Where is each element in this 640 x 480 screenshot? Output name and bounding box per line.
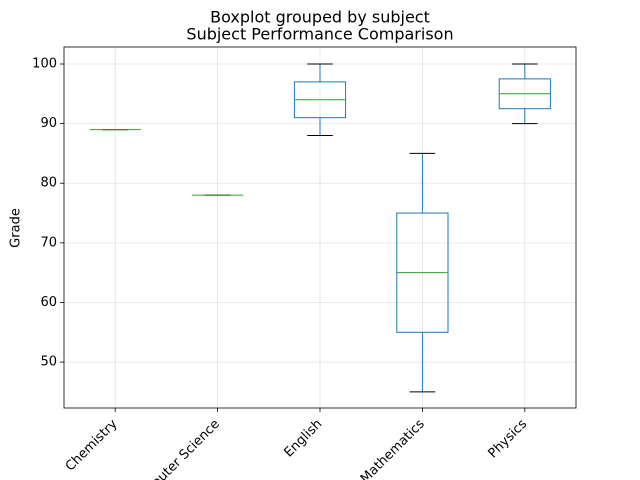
y-axis-label: Grade [9,208,24,248]
y-tick-label: 60 [40,295,57,310]
y-tick-label: 100 [32,56,57,71]
y-tick-label: 90 [40,116,57,131]
plot-frame [63,46,577,409]
y-tick-label: 80 [40,176,57,191]
chart-suptitle: Boxplot grouped by subject [210,8,430,27]
y-tick-label: 50 [40,355,57,370]
y-tick-label: 70 [40,235,57,250]
chart-title: Subject Performance Comparison [186,25,453,44]
